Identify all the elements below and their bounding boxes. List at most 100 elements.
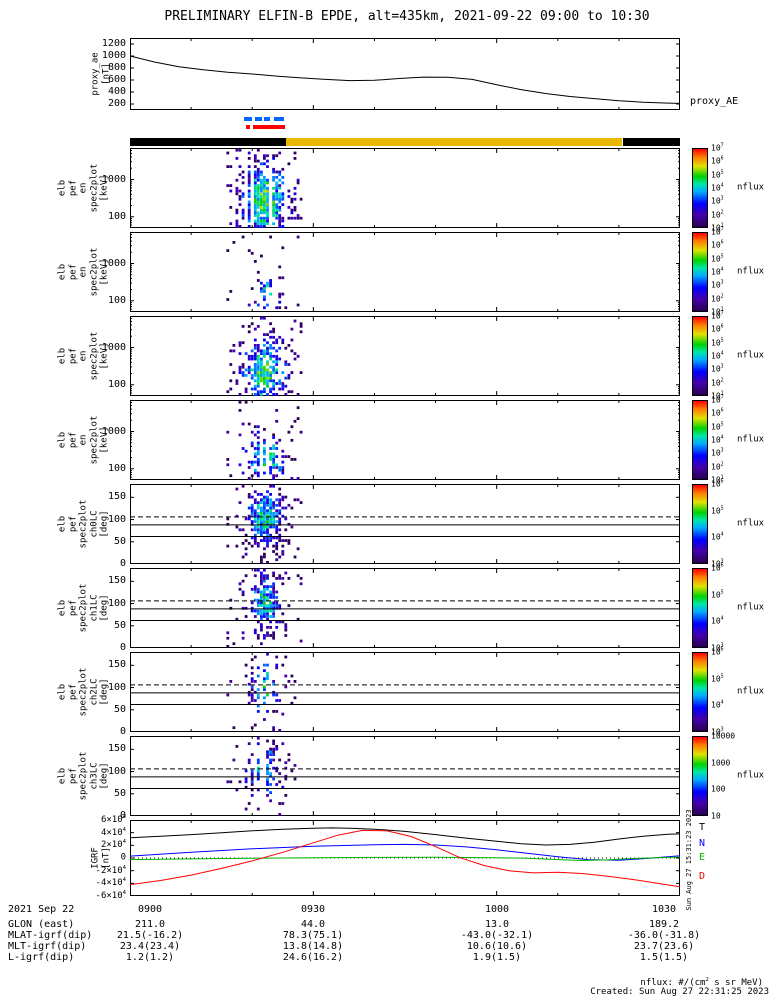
- spectrogram-cell: [238, 501, 242, 504]
- spectrogram-cell: [226, 249, 230, 252]
- spectrogram-cell: [263, 590, 266, 594]
- spectrogram-cell: [260, 281, 263, 285]
- spectrogram-cell: [284, 628, 288, 632]
- spectrogram-cell: [263, 284, 266, 288]
- science-zone-flag-blue: [264, 117, 270, 121]
- spectrogram-cell: [235, 219, 239, 223]
- spectrogram-cell: [272, 360, 275, 364]
- y-tick-label: 1000: [101, 341, 126, 353]
- spectrogram-cell: [266, 531, 269, 534]
- spectrogram-cell: [269, 585, 272, 588]
- spectrogram-cell: [284, 685, 288, 689]
- spectrogram-cell: [247, 214, 251, 217]
- spectrogram-cell: [250, 696, 254, 700]
- spectrogram-cell: [260, 349, 263, 353]
- spectrogram-cell: [256, 471, 260, 475]
- spectrogram-cell: [260, 200, 263, 204]
- spectrogram-cell: [238, 225, 242, 228]
- spectrogram-cell: [253, 387, 257, 391]
- spectrogram-cell: [256, 525, 260, 529]
- spectrogram-cell: [293, 192, 297, 196]
- spectrogram-cell: [281, 382, 285, 385]
- spectrogram-cell: [272, 214, 275, 217]
- spectrogram-cell: [253, 214, 257, 217]
- spectrogram-cell: [275, 655, 279, 659]
- spectrogram-cell: [263, 219, 266, 223]
- spectrogram-cell: [256, 368, 260, 372]
- spectrogram-cell: [260, 501, 263, 504]
- spectrogram-cell: [281, 371, 285, 374]
- spectrogram-cell: [272, 365, 275, 369]
- spectrogram-cell: [238, 433, 242, 437]
- spectrogram-cell: [253, 178, 257, 182]
- spectrogram-cell: [238, 352, 242, 355]
- spectrogram-cell: [229, 189, 233, 193]
- spectrogram-cell: [266, 542, 269, 545]
- table-row-label: 2021 Sep 22: [8, 904, 75, 915]
- spectrogram-cell: [287, 577, 291, 580]
- spectrogram-cell: [275, 783, 279, 786]
- colorbar-tick-label: 106: [711, 407, 724, 418]
- spectrogram-cell: [256, 474, 260, 478]
- spectrogram-cell: [226, 430, 230, 434]
- spectrogram-cell: [250, 357, 254, 361]
- spectrogram-cell: [266, 200, 269, 204]
- spectrogram-cell: [266, 634, 269, 637]
- spectrogram-cell: [266, 604, 269, 607]
- spectrogram-cell: [281, 550, 285, 553]
- spectrogram-cell: [266, 219, 269, 223]
- spectrogram-cell: [226, 517, 230, 521]
- spectrogram-cell: [263, 555, 266, 559]
- igrf-line-E: [130, 856, 680, 862]
- spectrogram-cell: [253, 433, 257, 437]
- colorbar-tick-label: 106: [711, 239, 724, 250]
- spectrogram-cell: [253, 585, 257, 588]
- spectrogram-cell: [269, 593, 272, 597]
- spectrogram-cell: [269, 484, 272, 488]
- spectrogram-cell: [256, 531, 260, 534]
- spectrogram-cell: [256, 384, 260, 388]
- spectrogram-cell: [269, 604, 272, 607]
- spectrogram-cell: [266, 561, 269, 564]
- spectrogram-cell: [272, 436, 275, 439]
- spectrogram-cell: [250, 777, 254, 781]
- spectrogram-cell: [263, 344, 266, 347]
- spectrogram-cell: [275, 699, 279, 702]
- spectrogram-cell: [266, 490, 269, 494]
- spectrogram-cell: [272, 167, 275, 171]
- spectrogram-cell: [256, 357, 260, 361]
- spectrogram-cell: [235, 178, 239, 182]
- spectrogram-cell: [275, 552, 279, 556]
- colorbar-tick-label: 107: [711, 142, 724, 153]
- spectrogram-cell: [253, 338, 257, 342]
- spectrogram-cell: [226, 463, 230, 467]
- spectrogram-cell: [244, 574, 248, 578]
- spectrogram-cell: [263, 382, 266, 385]
- units-note: nflux: #/(cm2 s sr MeV): [640, 977, 763, 988]
- spectrogram-cell: [272, 157, 275, 160]
- spectrogram-cell: [293, 498, 297, 502]
- y-tick-label: 1000: [101, 50, 126, 62]
- spectrogram-cell: [266, 766, 269, 770]
- spectrogram-cell: [278, 208, 282, 212]
- spectrogram-cell: [250, 503, 254, 507]
- spectrogram-cell: [250, 774, 254, 778]
- spectrogram-cell: [256, 736, 260, 740]
- spectrogram-cell: [272, 197, 275, 201]
- spectrogram-cell: [260, 555, 263, 559]
- spectrogram-cell: [256, 590, 260, 594]
- spectrogram-cell: [278, 604, 282, 607]
- spectrogram-cell: [278, 772, 282, 775]
- spectrogram-cell: [272, 327, 275, 331]
- spectrogram-cell: [275, 206, 279, 209]
- spectrogram-cell: [260, 374, 263, 377]
- spectrogram-cell: [272, 726, 275, 730]
- spectrogram-cell: [266, 178, 269, 182]
- y-axis-label: elb pef spec2plot ch0LC [deg]: [57, 499, 110, 549]
- colorbar-tick-label: 102: [711, 209, 724, 219]
- spectrogram-cell: [275, 409, 279, 412]
- spectrogram-cell: [253, 514, 257, 518]
- spectrogram-cell: [250, 677, 254, 681]
- spectrogram-cell: [241, 542, 245, 545]
- y-tick-label: 600: [107, 74, 126, 86]
